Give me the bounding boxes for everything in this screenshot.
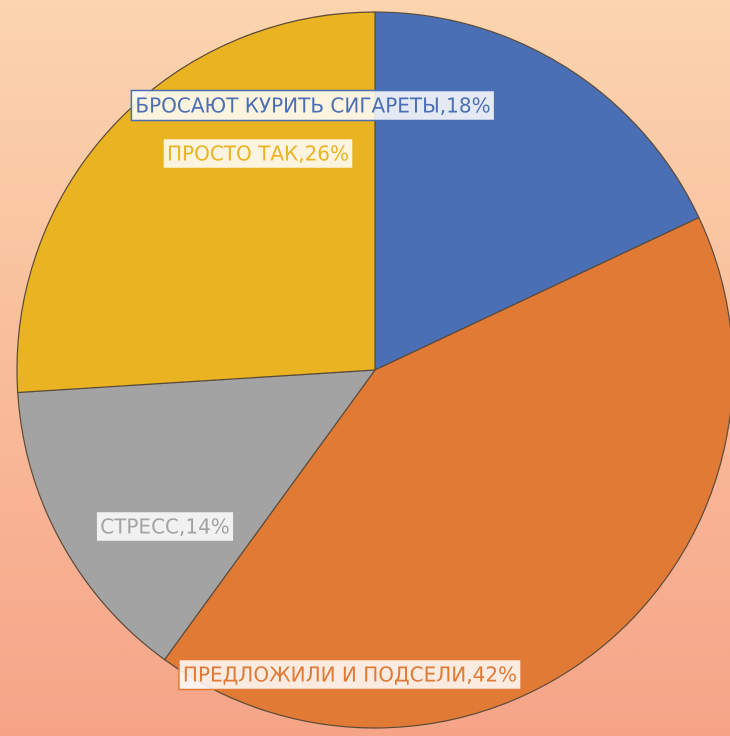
data-label: ПРЕДЛОЖИЛИ И ПОДСЕЛИ,42% (183, 663, 517, 687)
data-label: ПРОСТО ТАК,26% (167, 142, 349, 166)
pie-slice (163, 216, 730, 729)
data-label: СТРЕСС,14% (100, 515, 230, 539)
data-label-box (95, 510, 235, 543)
data-labels: БРОСАЮТ КУРИТЬ СИГАРЕТЫ,18% ПРЕДЛОЖИЛИ И … (95, 89, 522, 691)
data-label-box (130, 89, 496, 122)
data-label-box (162, 137, 354, 170)
data-label: БРОСАЮТ КУРИТЬ СИГАРЕТЫ,18% (135, 94, 490, 118)
data-label-box (178, 658, 522, 691)
